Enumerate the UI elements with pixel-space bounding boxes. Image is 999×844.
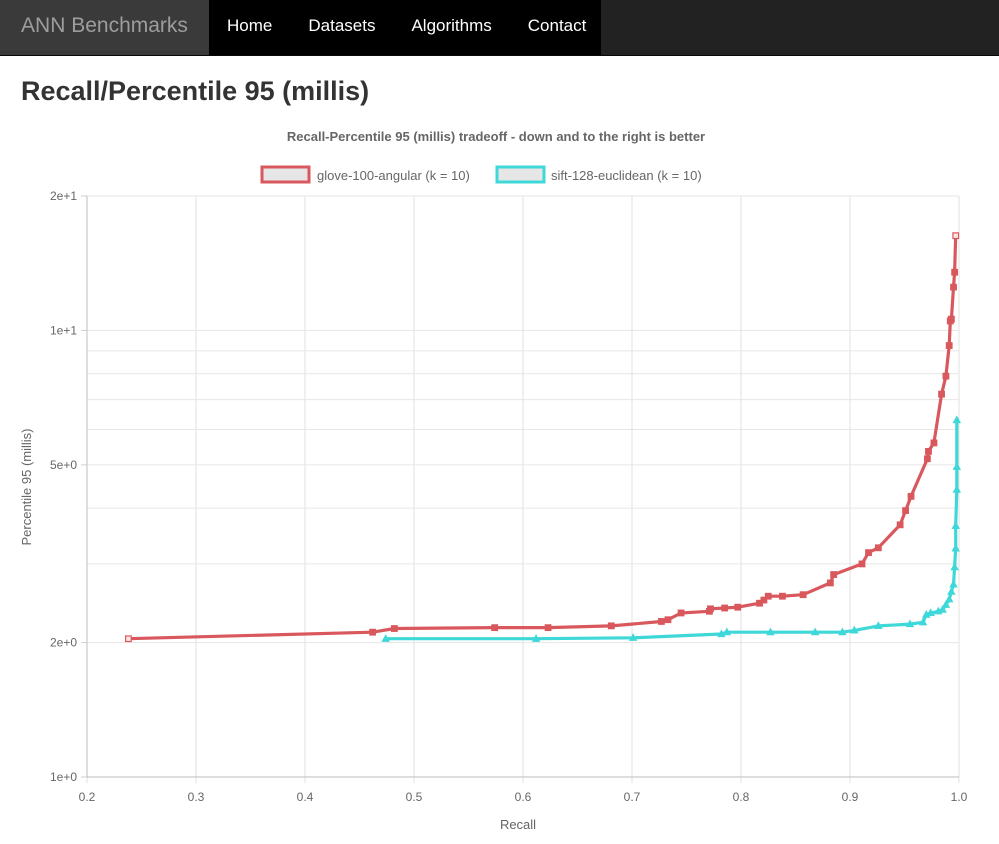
data-point[interactable] bbox=[531, 634, 541, 642]
data-point[interactable] bbox=[830, 571, 838, 578]
data-point[interactable] bbox=[951, 521, 960, 529]
x-tick-label: 0.8 bbox=[733, 790, 750, 804]
data-point[interactable] bbox=[947, 315, 955, 323]
x-tick-label: 0.6 bbox=[515, 790, 532, 804]
nav-datasets[interactable]: Datasets bbox=[308, 16, 376, 35]
data-point[interactable] bbox=[722, 627, 732, 636]
y-axis: 1e+0 2e+0 5e+0 1e+1 2e+1 bbox=[50, 189, 87, 784]
y-tick-label: 2e+1 bbox=[50, 189, 77, 203]
legend-label[interactable]: glove-100-angular (k = 10) bbox=[317, 168, 470, 183]
series-line bbox=[128, 235, 958, 641]
data-point[interactable] bbox=[902, 507, 909, 514]
chart-series bbox=[125, 232, 962, 643]
data-point[interactable] bbox=[858, 560, 866, 568]
data-point[interactable] bbox=[381, 634, 390, 642]
x-tick-label: 0.5 bbox=[406, 790, 423, 804]
nav-menu: Home Datasets Algorithms Contact bbox=[209, 0, 601, 55]
data-point[interactable] bbox=[865, 549, 872, 557]
x-axis: 0.2 0.3 0.4 0.5 0.6 0.7 0.8 0.9 1.0 bbox=[79, 790, 968, 804]
navbar: ANN Benchmarks Home Datasets Algorithms … bbox=[0, 0, 999, 56]
data-point[interactable] bbox=[734, 603, 742, 611]
data-point[interactable] bbox=[925, 447, 932, 455]
data-point[interactable] bbox=[896, 521, 904, 529]
data-point[interactable] bbox=[799, 591, 807, 599]
page-title: Recall/Percentile 95 (millis) bbox=[21, 76, 370, 106]
data-point[interactable] bbox=[952, 462, 962, 470]
data-point[interactable] bbox=[951, 543, 960, 552]
data-point[interactable] bbox=[938, 605, 947, 613]
data-point[interactable] bbox=[951, 268, 959, 276]
data-point[interactable] bbox=[944, 594, 954, 603]
data-point[interactable] bbox=[707, 605, 714, 613]
data-point[interactable] bbox=[950, 283, 957, 291]
data-point[interactable] bbox=[721, 604, 729, 612]
y-tick-label: 1e+1 bbox=[50, 323, 77, 337]
data-point[interactable] bbox=[826, 579, 834, 587]
nav-contact[interactable]: Contact bbox=[527, 16, 587, 35]
series-0 bbox=[125, 232, 960, 643]
data-point[interactable] bbox=[952, 232, 960, 240]
nav-home[interactable]: Home bbox=[227, 16, 273, 35]
data-point[interactable] bbox=[907, 492, 915, 500]
data-point[interactable] bbox=[658, 618, 665, 625]
nav-algorithms[interactable]: Algorithms bbox=[411, 16, 492, 35]
chart-legend: glove-100-angular (k = 10) sift-128-eucli… bbox=[260, 165, 702, 184]
data-point[interactable] bbox=[664, 616, 672, 624]
x-axis-label: Recall bbox=[500, 817, 536, 832]
x-tick-label: 0.3 bbox=[188, 790, 205, 804]
data-point[interactable] bbox=[874, 621, 883, 629]
data-point[interactable] bbox=[838, 627, 847, 636]
data-point[interactable] bbox=[905, 619, 915, 628]
series-1 bbox=[381, 415, 962, 642]
data-point[interactable] bbox=[125, 635, 132, 643]
data-point[interactable] bbox=[810, 627, 820, 636]
legend-swatch[interactable] bbox=[495, 165, 546, 184]
legend-label[interactable]: sift-128-euclidean (k = 10) bbox=[551, 168, 702, 183]
data-point[interactable] bbox=[949, 579, 958, 588]
data-point[interactable] bbox=[628, 633, 638, 641]
data-point[interactable] bbox=[930, 439, 938, 447]
x-tick-label: 0.7 bbox=[624, 790, 641, 804]
x-tick-label: 0.9 bbox=[842, 790, 859, 804]
data-point[interactable] bbox=[950, 562, 959, 571]
data-point[interactable] bbox=[941, 600, 951, 608]
data-point[interactable] bbox=[764, 592, 772, 600]
data-point[interactable] bbox=[952, 415, 962, 424]
chart-grid bbox=[86, 195, 960, 783]
series-line bbox=[385, 420, 959, 641]
brand-link[interactable]: ANN Benchmarks bbox=[0, 0, 209, 55]
data-point[interactable] bbox=[760, 596, 768, 604]
data-point[interactable] bbox=[942, 372, 950, 380]
data-point[interactable] bbox=[923, 455, 931, 463]
y-axis-label: Percentile 95 (millis) bbox=[19, 428, 34, 545]
data-point[interactable] bbox=[945, 342, 953, 349]
data-point[interactable] bbox=[918, 617, 928, 626]
data-point[interactable] bbox=[491, 624, 499, 632]
data-point[interactable] bbox=[947, 587, 956, 595]
x-tick-label: 0.2 bbox=[79, 790, 96, 804]
data-point[interactable] bbox=[607, 622, 615, 630]
data-point[interactable] bbox=[874, 544, 882, 552]
y-tick-label: 2e+0 bbox=[50, 636, 77, 650]
data-point[interactable] bbox=[850, 625, 859, 634]
x-tick-label: 1.0 bbox=[951, 790, 968, 804]
data-point[interactable] bbox=[369, 628, 376, 636]
x-tick-label: 0.4 bbox=[297, 790, 314, 804]
data-point[interactable] bbox=[938, 390, 945, 398]
data-point[interactable] bbox=[544, 624, 552, 632]
data-point[interactable] bbox=[766, 627, 775, 636]
y-tick-label: 5e+0 bbox=[50, 458, 77, 472]
data-point[interactable] bbox=[677, 609, 685, 617]
data-point[interactable] bbox=[926, 608, 935, 617]
data-point[interactable] bbox=[390, 625, 398, 632]
data-point[interactable] bbox=[779, 592, 786, 600]
chart-title: Recall-Percentile 95 (millis) tradeoff -… bbox=[287, 129, 705, 144]
legend-swatch[interactable] bbox=[260, 165, 311, 184]
data-point[interactable] bbox=[952, 485, 962, 493]
y-tick-label: 1e+0 bbox=[50, 770, 77, 784]
tradeoff-chart: Recall-Percentile 95 (millis) tradeoff -… bbox=[19, 129, 968, 832]
